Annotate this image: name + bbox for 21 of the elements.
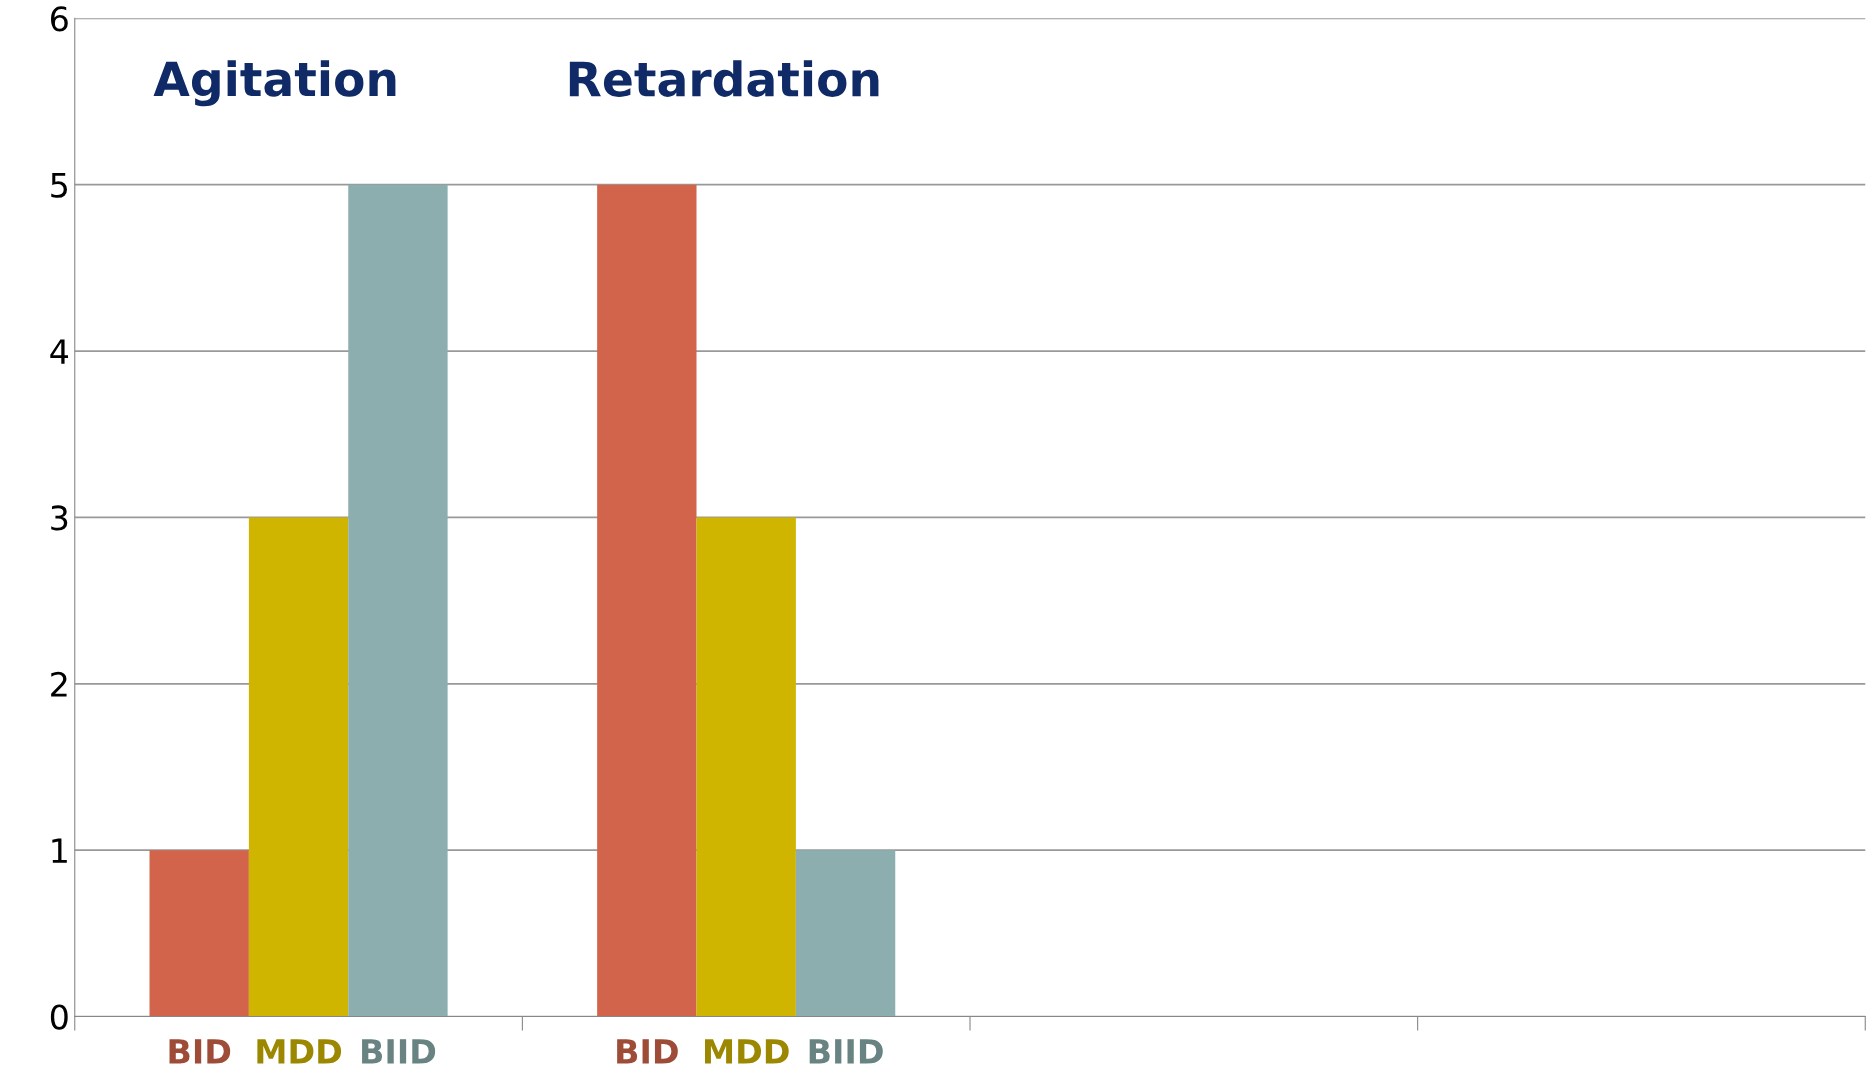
y-tick-label: 5	[51, 173, 67, 198]
series-label: BIID	[362, 1039, 436, 1064]
y-tick-label: 1	[52, 838, 67, 863]
text: MDD	[705, 1039, 789, 1064]
x-tick-label: Retardation	[569, 60, 879, 97]
bar	[597, 184, 697, 1017]
y-tick-label: 2	[51, 671, 67, 697]
y-tick-label: 6	[51, 6, 68, 32]
y-tick-label: 4	[50, 339, 69, 364]
bar	[696, 517, 796, 1017]
bar	[348, 184, 448, 1017]
x-tick-label: Agitation	[153, 60, 396, 107]
bar	[795, 850, 896, 1017]
series-label: MDD	[257, 1039, 342, 1064]
bar	[248, 517, 349, 1017]
text: BID	[617, 1039, 678, 1064]
series-label: BID	[169, 1039, 231, 1064]
y-tick-label: 0	[50, 1004, 68, 1030]
y-tick-label: 3	[51, 505, 68, 531]
text: BIID	[809, 1039, 883, 1064]
bar	[149, 850, 249, 1017]
